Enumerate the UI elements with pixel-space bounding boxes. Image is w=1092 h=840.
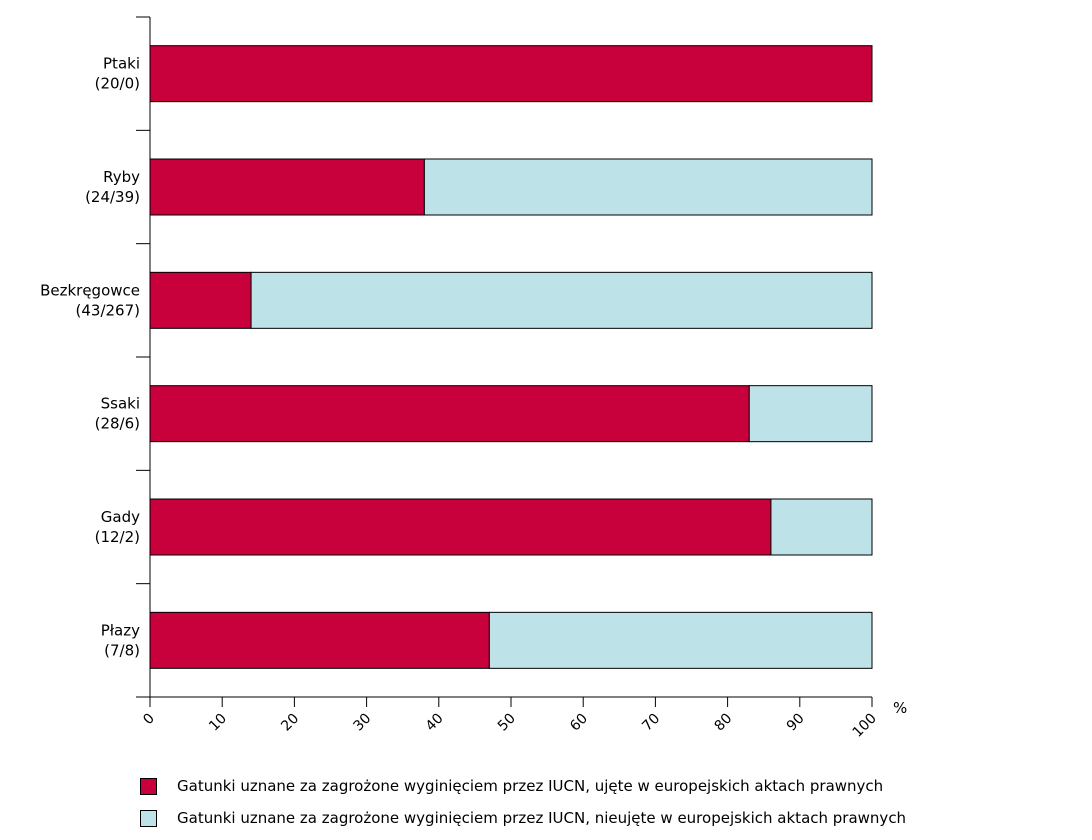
bar-segment-series-1 [748,385,873,443]
x-tick-label: 0 [140,711,158,729]
value-axis: 0 10 20 30 40 50 60 70 80 90 100 [140,696,880,741]
x-tick-label: 90 [784,711,808,735]
x-tick-label: 80 [712,711,736,735]
x-tick-label: 40 [423,711,447,735]
legend: Gatunki uznane za zagrożone wyginięciem … [140,776,906,840]
x-tick-label: 20 [278,711,302,735]
x-tick-label: 50 [495,711,519,735]
bar-chart: Ptaki (20/0) Ryby (24/39) Bezkręgowce (43/267… [40,16,907,741]
category-label: Płazy (7/8) [101,621,140,659]
category-axis: Ptaki (20/0) Ryby (24/39) Bezkręgowce (43/267… [40,16,151,698]
x-tick-label: 70 [639,711,663,735]
bar-segment-series-1 [770,498,873,556]
bar-segment-series-0 [149,158,425,216]
x-tick-label: 60 [567,711,591,735]
bar-segment-series-0 [149,611,490,669]
x-axis-unit-label: % [893,699,907,717]
x-tick-label: 10 [206,711,230,735]
bars [149,45,873,669]
bar-segment-series-1 [488,611,873,669]
bar-segment-series-0 [149,45,873,103]
category-label: Ptaki (20/0) [95,55,140,93]
legend-label-not-listed: Gatunki uznane za zagrożone wyginięciem … [177,809,907,827]
legend-swatch-listed [140,777,157,795]
x-tick-label: 30 [351,711,375,735]
category-label: Ssaki (28/6) [95,395,140,433]
category-label: Bezkręgowce (43/267) [40,281,140,319]
category-label: Gady (12/2) [95,508,141,546]
legend-swatch-not-listed [140,809,157,827]
x-tick-label: 100 [850,711,880,741]
bar-segment-series-0 [149,385,750,443]
legend-label-listed: Gatunki uznane za zagrożone wyginięciem … [177,777,884,795]
bar-segment-series-0 [149,498,772,556]
legend-item-not-listed: Gatunki uznane za zagrożone wyginięciem … [140,808,906,828]
bar-segment-series-1 [423,158,873,216]
legend-item-listed: Gatunki uznane za zagrożone wyginięciem … [140,776,906,796]
category-label: Ryby (24/39) [85,168,140,206]
bar-segment-series-0 [149,271,252,329]
bar-segment-series-1 [250,271,873,329]
